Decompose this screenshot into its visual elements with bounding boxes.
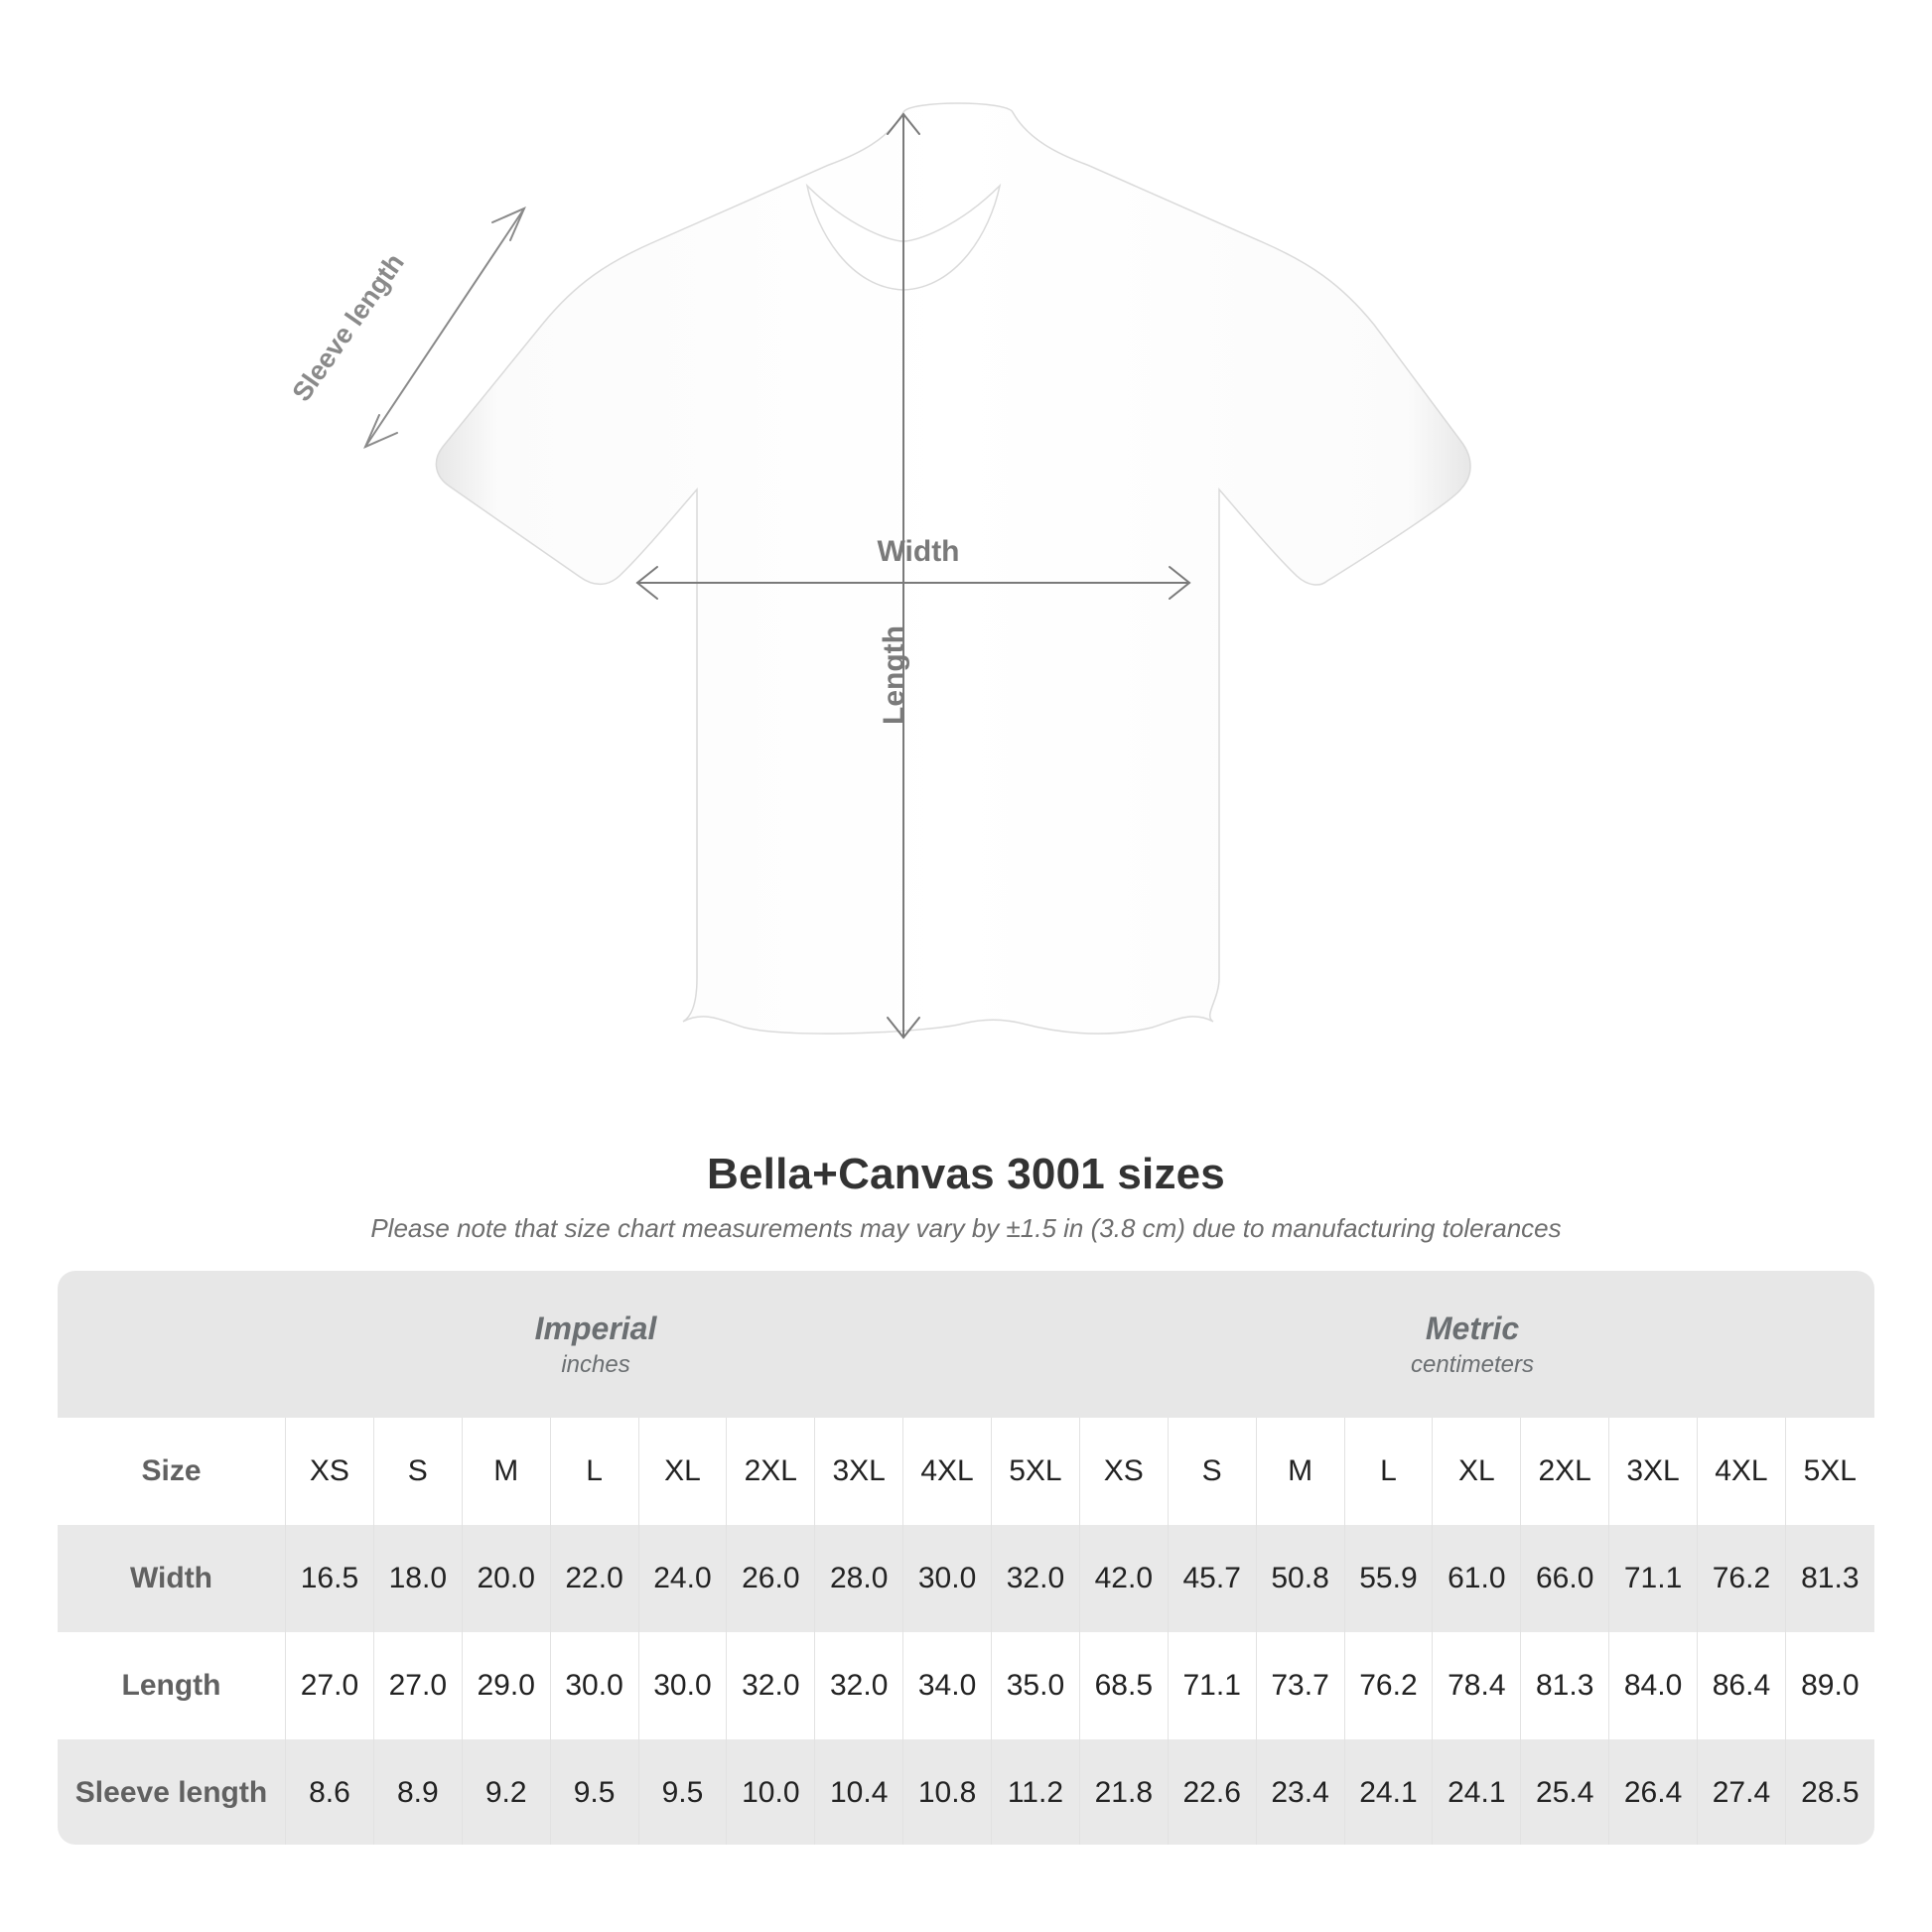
svg-text:Width: Width: [877, 535, 959, 568]
svg-text:Sleeve length: Sleeve length: [286, 248, 409, 407]
svg-text:Length: Length: [878, 625, 910, 725]
